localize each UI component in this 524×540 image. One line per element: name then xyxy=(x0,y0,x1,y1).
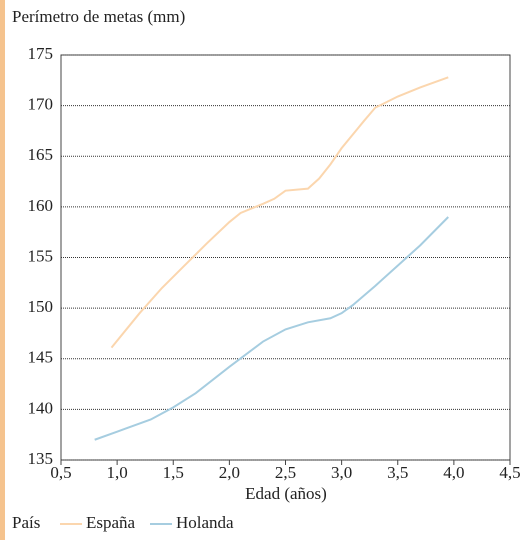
y-tick-label: 170 xyxy=(28,95,54,114)
y-tick-label: 175 xyxy=(28,44,54,63)
legend-label: España xyxy=(86,513,136,532)
x-axis-label: Edad (años) xyxy=(245,484,327,503)
x-tick-label: 2,5 xyxy=(275,463,296,482)
x-tick-label: 1,0 xyxy=(107,463,128,482)
y-tick-label: 140 xyxy=(28,398,54,417)
x-tick-label: 4,5 xyxy=(499,463,520,482)
legend-label: Holanda xyxy=(176,513,234,532)
x-tick-label: 0,5 xyxy=(50,463,71,482)
legend-title: País xyxy=(12,513,40,532)
x-tick-label: 4,0 xyxy=(443,463,464,482)
x-tick-label: 3,0 xyxy=(331,463,352,482)
series-line xyxy=(94,216,449,441)
y-tick-label: 155 xyxy=(28,246,54,265)
x-tick-label: 2,0 xyxy=(219,463,240,482)
y-tick-label: 145 xyxy=(28,348,54,367)
side-stripe xyxy=(0,0,5,540)
axis-title: Perímetro de metas (mm) xyxy=(12,7,185,26)
y-tick-label: 150 xyxy=(28,297,54,316)
x-tick-label: 1,5 xyxy=(163,463,184,482)
y-tick-label: 160 xyxy=(28,196,54,215)
y-tick-label: 165 xyxy=(28,145,54,164)
y-tick-label: 135 xyxy=(28,449,54,468)
series-line xyxy=(110,76,449,349)
x-tick-label: 3,5 xyxy=(387,463,408,482)
